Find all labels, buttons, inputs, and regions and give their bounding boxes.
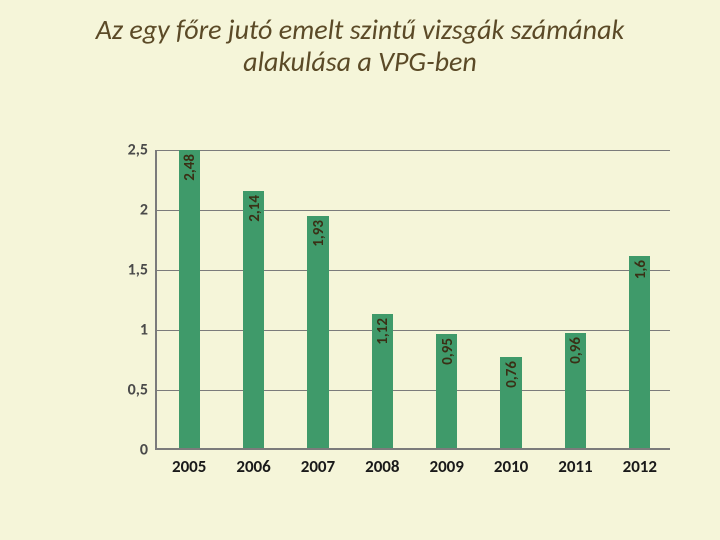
bar: 0,96 xyxy=(565,333,586,448)
bar-value-label: 2,14 xyxy=(246,195,264,222)
x-axis-label: 2011 xyxy=(558,456,592,477)
bar: 0,76 xyxy=(500,357,521,448)
bar-value-label: 1,12 xyxy=(374,318,392,345)
x-axis-label: 2012 xyxy=(623,456,657,477)
bar-value-label: 0,96 xyxy=(567,337,585,364)
grid-line xyxy=(157,330,670,331)
bar-value-label: 1,93 xyxy=(310,220,328,247)
grid-line xyxy=(157,390,670,391)
x-axis-label: 2005 xyxy=(172,456,206,477)
x-axis-label: 2010 xyxy=(494,456,528,477)
bar-value-label: 0,95 xyxy=(439,338,457,365)
grid-line xyxy=(157,210,670,211)
bar-value-label: 1,6 xyxy=(632,260,650,279)
grid-line xyxy=(157,270,670,271)
chart: 00,511,522,52,4820052,1420061,9320071,12… xyxy=(110,150,670,490)
bar: 1,12 xyxy=(372,314,393,448)
bar: 2,48 xyxy=(179,150,200,448)
bar: 1,6 xyxy=(629,256,650,448)
y-axis-label: 0,5 xyxy=(108,381,148,400)
bar-value-label: 0,76 xyxy=(503,361,521,388)
bar: 2,14 xyxy=(243,191,264,448)
grid-line xyxy=(157,150,670,151)
y-axis-label: 2 xyxy=(108,201,148,220)
x-axis-label: 2008 xyxy=(365,456,399,477)
x-axis-label: 2007 xyxy=(301,456,335,477)
y-axis-label: 2,5 xyxy=(108,141,148,160)
plot-area: 00,511,522,52,4820052,1420061,9320071,12… xyxy=(155,150,670,450)
y-axis-label: 1 xyxy=(108,321,148,340)
x-axis-label: 2009 xyxy=(429,456,463,477)
bar-value-label: 2,48 xyxy=(181,154,199,181)
chart-title-line1: Az egy főre jutó emelt szintű vizsgák sz… xyxy=(40,14,680,46)
x-axis-label: 2006 xyxy=(236,456,270,477)
y-axis-label: 0 xyxy=(108,441,148,460)
chart-title: Az egy főre jutó emelt szintű vizsgák sz… xyxy=(0,0,720,78)
chart-title-line2: alakulása a VPG-ben xyxy=(40,46,680,78)
y-axis-label: 1,5 xyxy=(108,261,148,280)
bar: 1,93 xyxy=(307,216,328,448)
bar: 0,95 xyxy=(436,334,457,448)
